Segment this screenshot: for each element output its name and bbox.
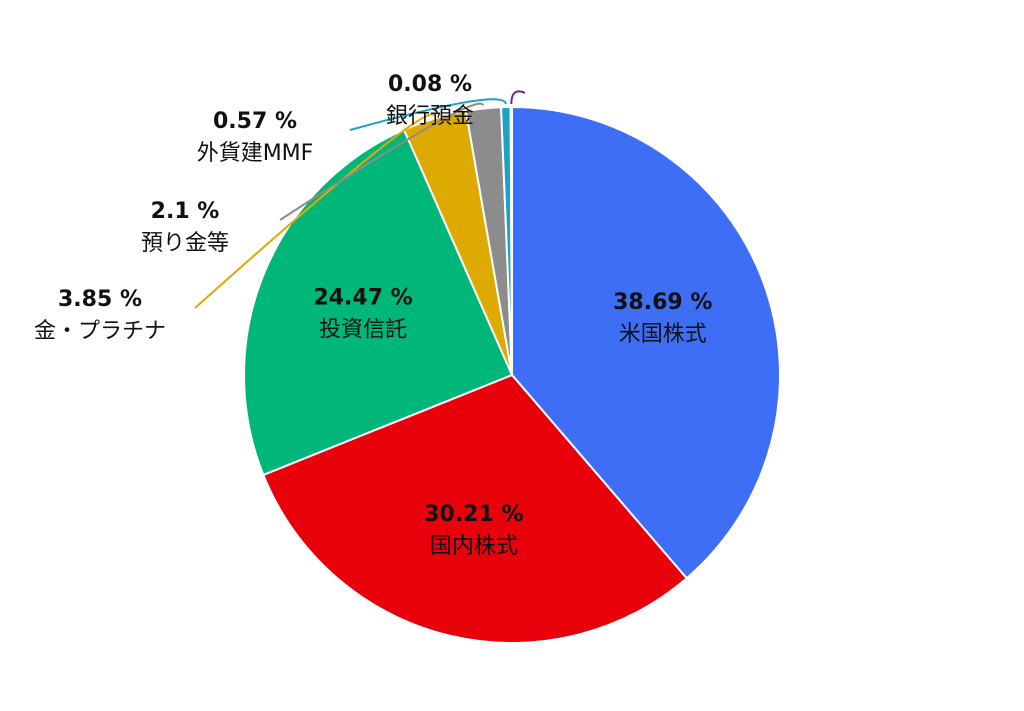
category-label: 金・プラチナ [34, 319, 166, 344]
category-label: 国内株式 [430, 534, 518, 559]
category-label: 外貨建MMF [197, 141, 314, 166]
pie-slice [262, 373, 689, 644]
pie-slice [509, 105, 513, 376]
value-label: 3.85 % [58, 287, 142, 312]
leader-line [510, 90, 526, 105]
value-label: 2.1 % [151, 199, 220, 224]
value-label: 30.21 % [424, 502, 523, 527]
pie-slice [511, 105, 782, 580]
category-label: 銀行預金 [386, 104, 474, 129]
value-label: 0.57 % [213, 109, 297, 134]
leader-line [349, 98, 507, 131]
category-label: 投資信託 [319, 317, 407, 342]
value-label: 38.69 % [613, 290, 712, 315]
value-label: 0.08 % [388, 72, 472, 97]
value-label: 24.47 % [313, 285, 412, 310]
pie-slice [243, 128, 514, 477]
leader-line [194, 113, 435, 309]
category-label: 米国株式 [619, 322, 707, 347]
leader-line [279, 102, 485, 221]
category-label: 預り金等 [141, 231, 229, 256]
